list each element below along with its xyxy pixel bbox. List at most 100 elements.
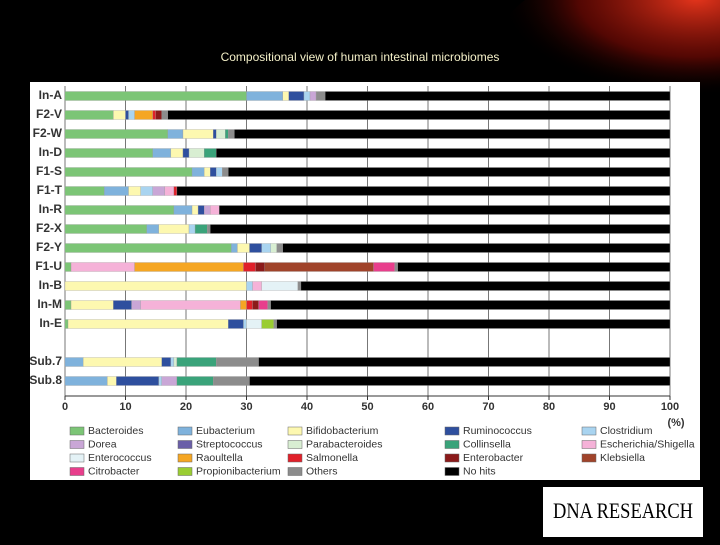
legend-label: Raoultella [196,452,243,464]
legend-label: Dorea [88,438,117,450]
bar-segment [240,300,247,310]
bar-segment [113,300,132,310]
bar-segment [203,167,211,177]
bar-segment [249,376,671,386]
bar-segment [161,357,172,367]
bar-segment [170,148,184,158]
legend-label: Bacteroides [88,425,143,437]
legend-swatch [444,440,460,449]
y-tick-label: Sub.7 [29,354,62,368]
bar-segment [152,110,156,120]
bar-segment [152,148,172,158]
legend-swatch [177,426,193,436]
bar-segment [191,205,199,215]
bar-segment [104,186,129,196]
bar-segment [64,281,247,291]
y-tick-label: F1-U [35,259,62,273]
bar-segment [83,357,162,367]
x-tick-label: 100 [661,401,679,413]
legend-label: Enterococcus [88,452,152,464]
bar-segment [309,91,317,101]
bar-segment [152,186,165,196]
bar-segment [231,243,238,253]
bar-segment [246,319,262,329]
bar-segment [303,91,311,101]
bar-segment [246,91,283,101]
bar-segment [222,167,229,177]
y-tick-label: F2-X [36,221,62,235]
bar-segment [213,129,217,139]
bar-segment [261,243,271,253]
bar-segment [167,129,184,139]
bar-segment [243,262,256,272]
bar-segment [246,300,253,310]
bar-segment [64,224,147,234]
x-tick-label: 70 [482,401,494,413]
legend-label: Clostridium [600,425,653,437]
bar-segment [210,167,217,177]
bar-segment [234,129,671,139]
y-tick-label: In-B [39,278,63,292]
bar-segment [188,148,205,158]
y-tick-label: In-R [39,202,63,216]
bar-segment [140,300,241,310]
bar-segment [282,243,671,253]
bar-segment [216,148,671,158]
bar-segment [324,91,671,101]
bar-segment [64,376,108,386]
bar-segment [64,186,105,196]
bar-segment [158,376,162,386]
bar-segment [216,167,223,177]
bar-segment [173,205,193,215]
legend-label: Others [306,465,338,477]
legend-swatch [444,453,460,463]
bar-segment [207,224,211,234]
legend-swatch [177,440,193,449]
bar-segment [276,243,283,253]
bar-segment [173,186,178,196]
bar-segment [64,357,84,367]
bar-segment [270,300,671,310]
bar-segment [64,148,153,158]
bar-segment [176,376,214,386]
bar-segment [300,281,671,291]
legend-label: Parabacteroides [306,438,382,450]
legend-label: Klebsiella [600,452,645,464]
bar-segment [191,167,205,177]
legend-swatch [69,426,85,436]
bar-segment [394,262,398,272]
legend-swatch [581,453,597,463]
y-tick-label: Sub.8 [29,373,62,387]
slide-title: Compositional view of human intestinal m… [221,50,500,64]
bar-segment [176,186,671,196]
bar-segment [64,319,69,329]
legend-label: Escherichia/Shigella [600,438,695,450]
bar-segment [228,319,244,329]
bar-segment [203,205,211,215]
bar-segment [116,376,159,386]
bar-segment [261,319,274,329]
bar-segment [155,110,162,120]
x-tick-label: 90 [603,401,615,413]
bar-segment [228,129,235,139]
legend-swatch [581,426,597,436]
bar-segment [107,376,117,386]
bar-segment [255,262,265,272]
y-tick-label: F2-Y [36,240,62,254]
x-tick-label: 40 [301,401,313,413]
legend-label: Streptococcus [196,438,263,450]
bar-segment [258,357,671,367]
bar-segment [164,186,175,196]
bar-segment [134,262,244,272]
bar-segment [373,262,395,272]
bar-segment [158,224,190,234]
y-tick-label: In-D [39,145,63,159]
y-tick-label: F2-V [36,107,62,121]
bar-segment [203,148,217,158]
bar-segment [134,110,153,120]
legend-label: Propionibacterium [196,465,281,477]
bar-segment [261,281,299,291]
legend-swatch [177,467,193,476]
bar-segment [276,319,671,329]
legend-label: No hits [463,465,496,477]
